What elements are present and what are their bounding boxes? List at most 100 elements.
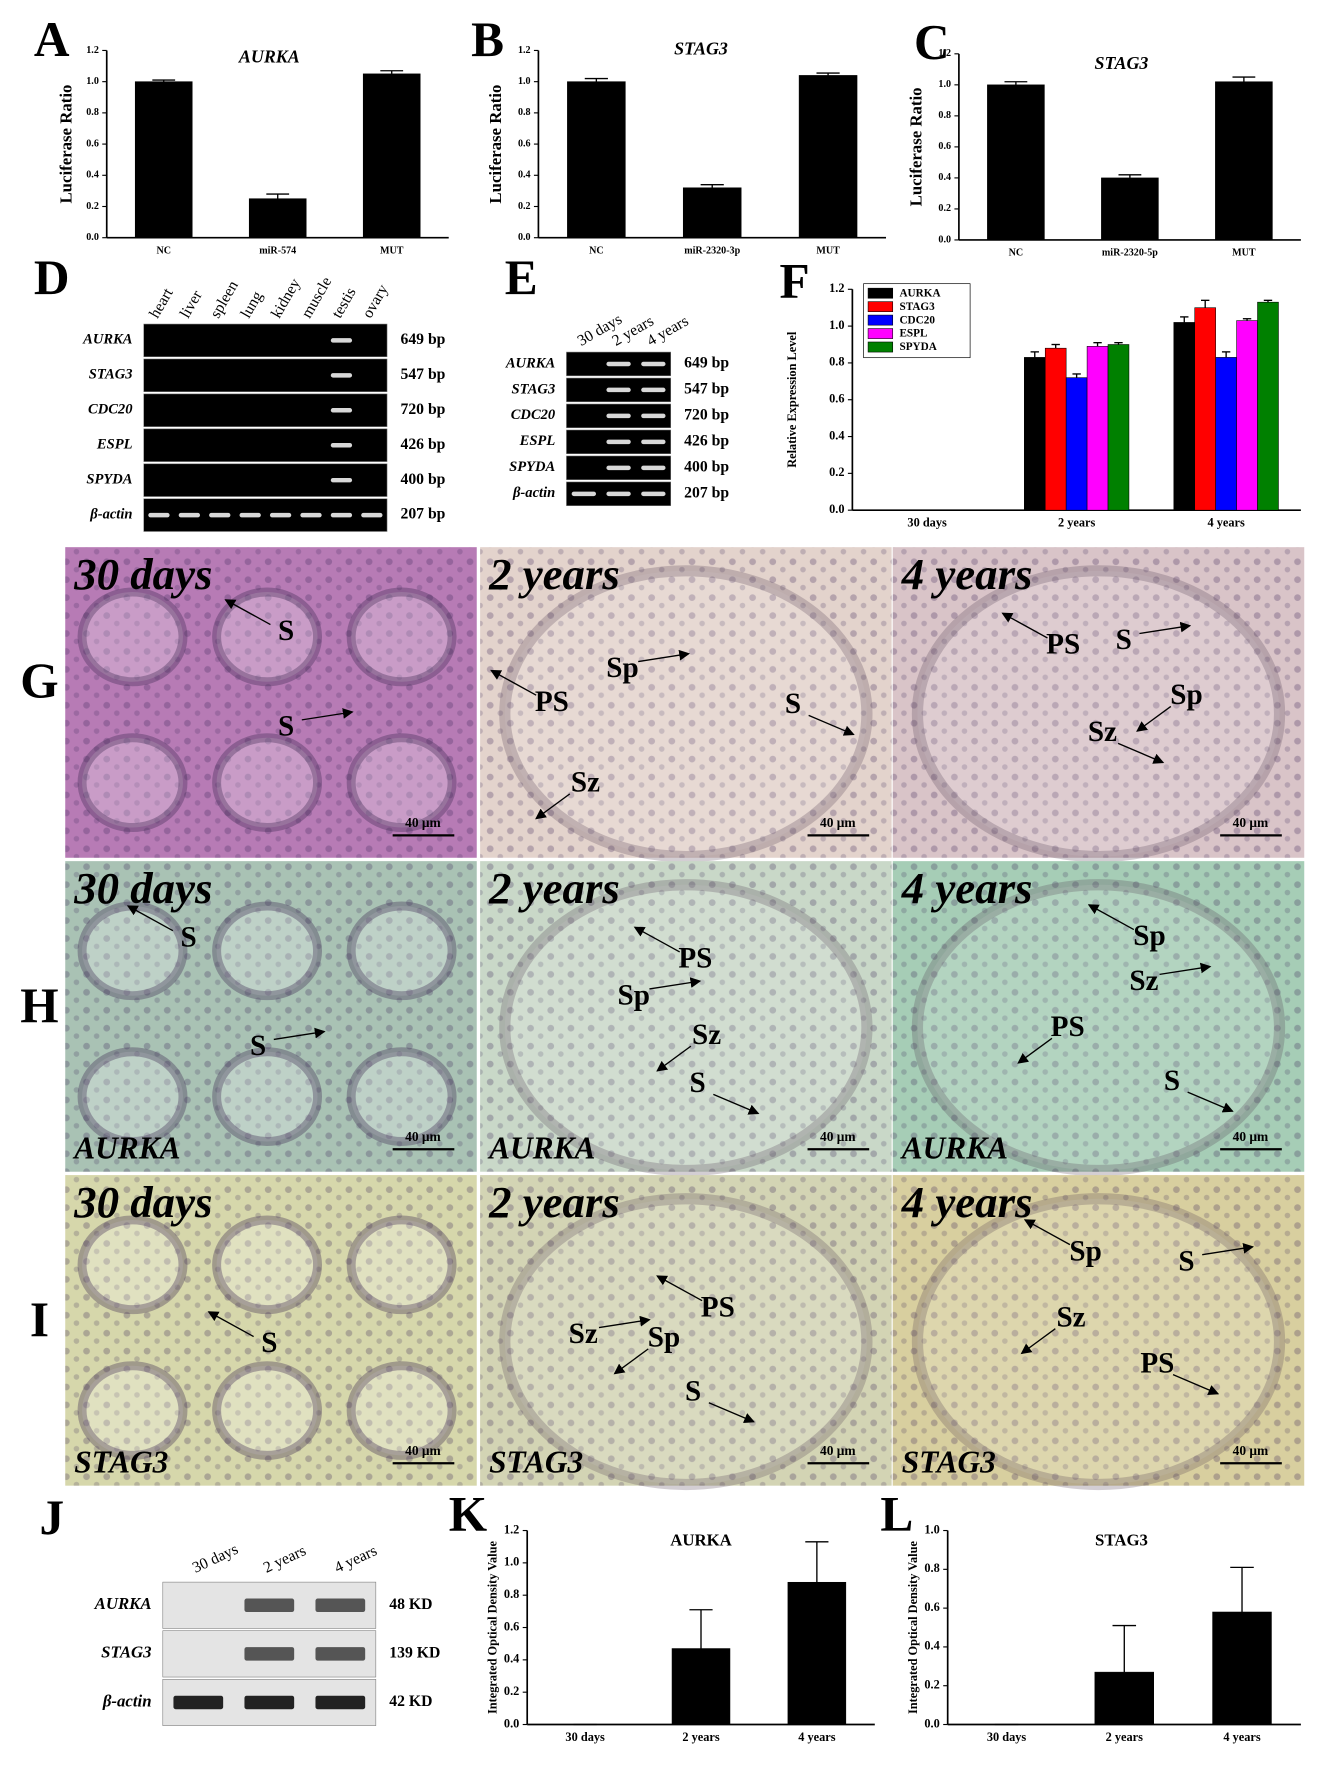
band xyxy=(330,442,353,448)
tubule xyxy=(911,565,1286,863)
gene-label: AURKA xyxy=(487,1131,595,1166)
y-tick-label: 0.6 xyxy=(86,138,99,149)
gel-row-label: CDC20 xyxy=(511,407,556,423)
legend-label: STAG3 xyxy=(899,301,935,313)
arrow xyxy=(638,649,690,663)
gel-row-label: β-actin xyxy=(102,1691,152,1710)
y-tick-label: 0.4 xyxy=(924,1639,939,1653)
error-bar xyxy=(1051,343,1060,349)
gene-label: STAG3 xyxy=(489,1445,583,1480)
bar xyxy=(1257,301,1279,511)
tubule xyxy=(346,1361,457,1460)
bar xyxy=(1236,320,1258,511)
gene-label: AURKA xyxy=(72,1131,180,1166)
lane-label: liver xyxy=(177,287,206,321)
stage-label: 2 years xyxy=(488,863,620,913)
gel-row-label: SPYDA xyxy=(509,459,555,475)
band xyxy=(606,387,631,393)
cell-label: S xyxy=(685,1375,701,1407)
y-tick-label: 0.6 xyxy=(924,1600,939,1614)
tubule xyxy=(212,901,323,1001)
error-bar xyxy=(1180,316,1189,323)
panel-letter: E xyxy=(505,250,538,305)
micrograph-texture xyxy=(892,547,1305,858)
band xyxy=(641,465,666,471)
error-bar xyxy=(1072,373,1081,378)
panel-letter: L xyxy=(880,1487,913,1542)
error-bar xyxy=(1030,351,1039,358)
bar xyxy=(798,75,858,238)
arrow xyxy=(207,1311,254,1338)
arrow xyxy=(1020,1328,1056,1355)
scale-label: 40 μm xyxy=(820,1129,856,1144)
error-bar xyxy=(1263,299,1273,303)
arrow xyxy=(535,793,571,820)
bar xyxy=(1173,322,1196,511)
y-tick-label: 1.0 xyxy=(86,76,99,87)
band xyxy=(606,439,631,445)
y-tick-label: 0.8 xyxy=(938,110,951,121)
arrow xyxy=(613,1348,649,1375)
band xyxy=(330,512,353,518)
y-tick-label: 0.4 xyxy=(938,172,951,183)
cell-label: Sz xyxy=(692,1019,721,1051)
tubule xyxy=(212,1361,323,1460)
cell-label: S xyxy=(1164,1065,1180,1097)
tubule xyxy=(77,1047,188,1146)
bar xyxy=(987,84,1045,241)
x-tick-label: miR-2320-5p xyxy=(1102,248,1158,259)
band xyxy=(330,408,353,413)
gene-label: STAG3 xyxy=(902,1445,996,1480)
y-axis-label: Relative Expression Level xyxy=(785,331,799,468)
bar xyxy=(134,81,193,238)
error-bar xyxy=(266,193,290,199)
y-tick-label: 0.6 xyxy=(938,141,951,152)
x-tick-label: MUT xyxy=(380,245,404,256)
tubule xyxy=(911,1193,1286,1491)
cell-label: PS xyxy=(1046,629,1080,661)
y-tick-label: 0.2 xyxy=(924,1678,939,1692)
cell-label: S xyxy=(1116,624,1132,656)
panel-letter: F xyxy=(779,253,809,308)
stage-label: 2 years xyxy=(488,1177,620,1227)
legend-swatch xyxy=(867,341,894,353)
cell-label: Sp xyxy=(1170,679,1202,711)
lane-label: spleen xyxy=(207,278,242,321)
band xyxy=(244,1695,295,1710)
arrow xyxy=(713,1093,760,1115)
arrow xyxy=(1023,1219,1071,1246)
gel-size-label: 426 bp xyxy=(684,432,729,449)
cell-label: Sz xyxy=(1129,965,1158,997)
tubule xyxy=(346,1047,457,1146)
gel-size-label: 720 bp xyxy=(401,401,446,418)
tubule xyxy=(77,1215,188,1315)
y-tick-label: 0.0 xyxy=(924,1716,939,1730)
cell-label: Sp xyxy=(618,980,650,1012)
band xyxy=(606,465,631,471)
bar xyxy=(248,198,307,238)
cell-label: S xyxy=(278,711,294,743)
legend-swatch xyxy=(867,287,894,299)
tubule xyxy=(499,1193,873,1491)
cell-label: Sp xyxy=(648,1322,680,1354)
y-tick-label: 0.4 xyxy=(504,1652,519,1666)
arrow xyxy=(708,1402,755,1424)
micrograph-texture xyxy=(480,861,892,1172)
tubule xyxy=(212,1047,323,1146)
band xyxy=(641,439,666,445)
band xyxy=(239,512,261,518)
arrow xyxy=(273,1027,326,1041)
tubule xyxy=(212,587,323,687)
chart-title: STAG3 xyxy=(1095,53,1149,73)
panel-letter: I xyxy=(30,1292,49,1347)
y-tick-label: 0.6 xyxy=(829,392,844,406)
y-tick-label: 0.0 xyxy=(86,232,99,243)
x-tick-label: 30 days xyxy=(565,1730,605,1744)
tubule xyxy=(346,901,457,1001)
lane-label: lung xyxy=(238,288,267,321)
panel-letter: D xyxy=(34,250,70,305)
x-tick-label: NC xyxy=(1009,248,1024,259)
band xyxy=(244,1647,295,1661)
